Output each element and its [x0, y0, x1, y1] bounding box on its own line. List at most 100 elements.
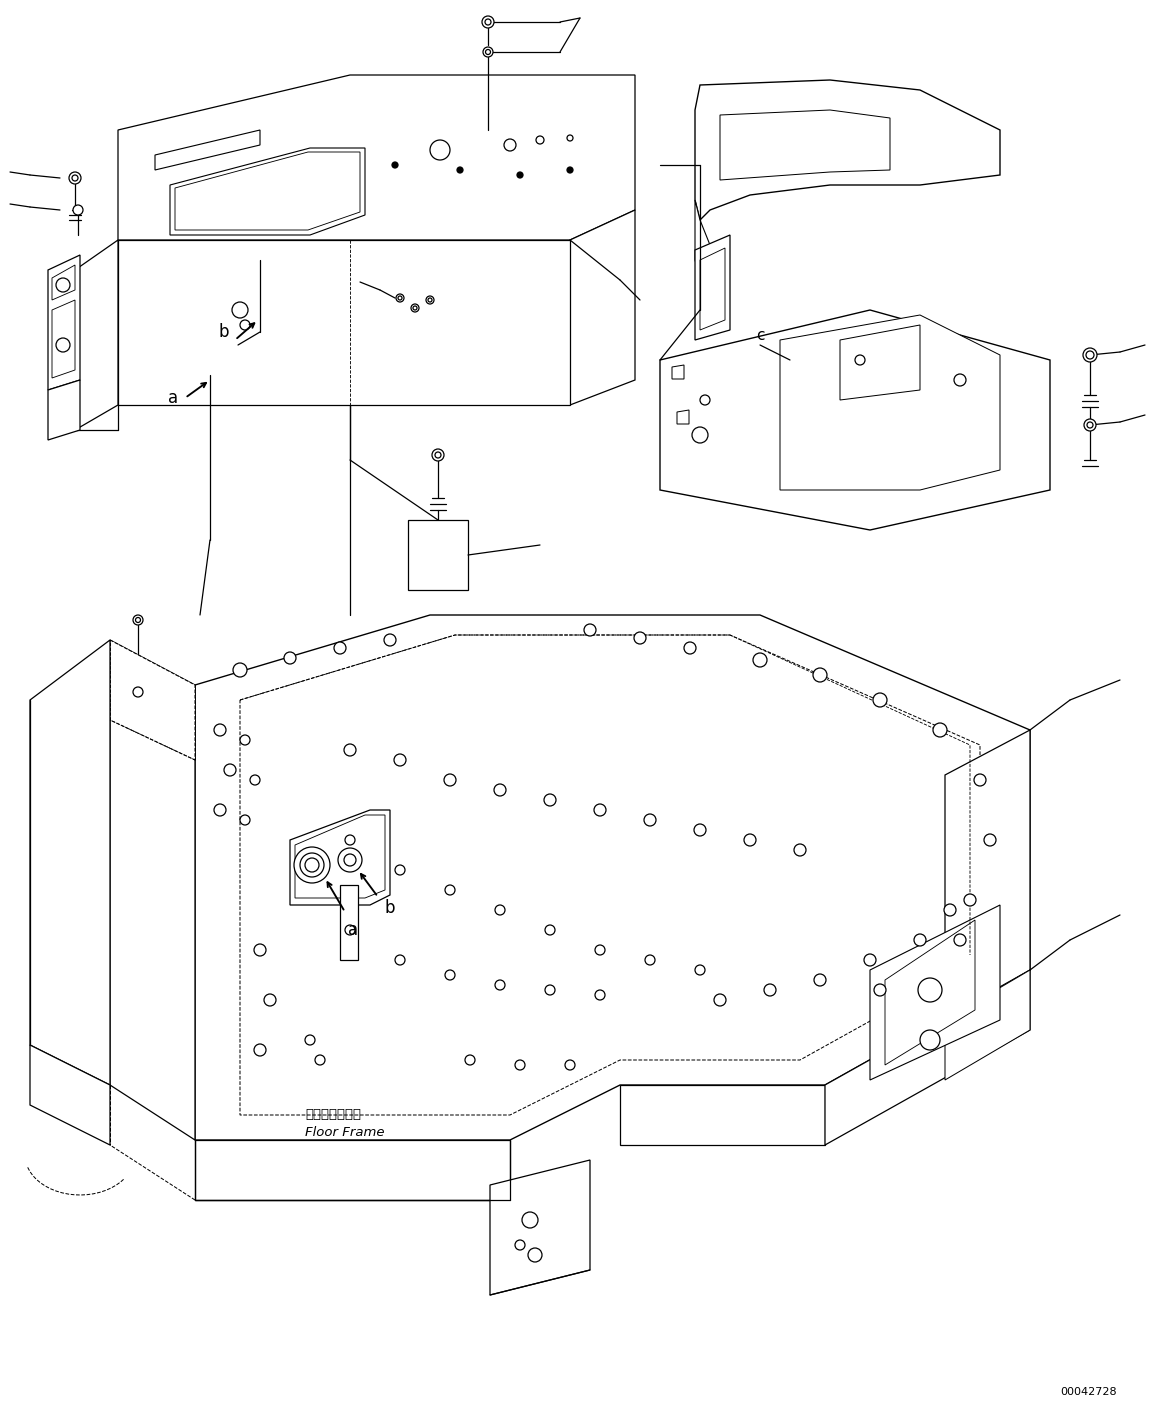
Circle shape: [855, 355, 865, 365]
Circle shape: [954, 373, 966, 386]
Text: Floor Frame: Floor Frame: [305, 1126, 385, 1138]
Text: a: a: [348, 921, 358, 938]
Circle shape: [794, 844, 806, 857]
Circle shape: [264, 993, 276, 1006]
Polygon shape: [95, 675, 165, 730]
Polygon shape: [117, 240, 570, 404]
Circle shape: [305, 858, 319, 872]
Circle shape: [465, 1055, 475, 1065]
Polygon shape: [340, 885, 358, 960]
Polygon shape: [677, 410, 688, 424]
Circle shape: [544, 795, 556, 806]
Circle shape: [485, 49, 491, 55]
Polygon shape: [780, 316, 1000, 490]
Circle shape: [522, 1212, 538, 1229]
Circle shape: [515, 1060, 525, 1069]
Circle shape: [964, 893, 976, 906]
Text: 00042728: 00042728: [1059, 1386, 1116, 1396]
Circle shape: [56, 278, 70, 292]
Circle shape: [494, 783, 506, 796]
Polygon shape: [700, 248, 725, 330]
Circle shape: [426, 296, 434, 304]
Circle shape: [300, 852, 324, 876]
Circle shape: [240, 735, 250, 745]
Circle shape: [813, 668, 827, 682]
Circle shape: [483, 46, 493, 56]
Circle shape: [873, 693, 887, 707]
Circle shape: [634, 633, 645, 644]
Polygon shape: [48, 380, 80, 440]
Polygon shape: [52, 300, 74, 378]
Circle shape: [752, 652, 768, 666]
Circle shape: [645, 955, 655, 965]
Polygon shape: [295, 814, 385, 898]
Circle shape: [933, 723, 947, 737]
Circle shape: [875, 983, 886, 996]
Polygon shape: [408, 520, 468, 590]
Circle shape: [518, 172, 523, 178]
Circle shape: [284, 652, 297, 664]
Circle shape: [920, 1030, 940, 1050]
Circle shape: [864, 954, 876, 967]
Circle shape: [435, 452, 441, 458]
Circle shape: [692, 427, 708, 442]
Circle shape: [214, 805, 226, 816]
Circle shape: [214, 724, 226, 735]
Circle shape: [73, 204, 83, 216]
Circle shape: [56, 338, 70, 352]
Text: c: c: [756, 327, 764, 342]
Circle shape: [345, 836, 355, 845]
Circle shape: [644, 814, 656, 826]
Text: b: b: [217, 323, 228, 341]
Polygon shape: [195, 614, 1030, 1140]
Circle shape: [568, 135, 573, 141]
Circle shape: [392, 162, 398, 168]
Circle shape: [315, 1055, 324, 1065]
Circle shape: [568, 168, 573, 173]
Polygon shape: [110, 640, 195, 1140]
Circle shape: [714, 993, 726, 1006]
Polygon shape: [110, 640, 195, 759]
Circle shape: [1087, 423, 1093, 428]
Circle shape: [595, 991, 605, 1000]
Circle shape: [431, 449, 444, 461]
Circle shape: [515, 1240, 525, 1250]
Circle shape: [485, 18, 491, 25]
Circle shape: [428, 297, 431, 302]
Polygon shape: [620, 1085, 825, 1146]
Circle shape: [305, 1036, 315, 1045]
Polygon shape: [870, 905, 1000, 1081]
Circle shape: [344, 744, 356, 757]
Text: b: b: [385, 899, 395, 917]
Circle shape: [133, 688, 143, 697]
Circle shape: [240, 814, 250, 826]
Circle shape: [457, 168, 463, 173]
Polygon shape: [290, 810, 390, 905]
Circle shape: [814, 974, 826, 986]
Circle shape: [1083, 348, 1097, 362]
Circle shape: [334, 643, 347, 654]
Circle shape: [398, 296, 402, 300]
Circle shape: [445, 969, 455, 981]
Polygon shape: [30, 1045, 110, 1146]
Circle shape: [536, 137, 544, 144]
Circle shape: [684, 643, 695, 654]
Polygon shape: [195, 1140, 511, 1200]
Polygon shape: [695, 80, 1000, 220]
Circle shape: [254, 944, 266, 955]
Circle shape: [584, 624, 595, 635]
Circle shape: [444, 774, 456, 786]
Polygon shape: [490, 1160, 590, 1295]
Circle shape: [1084, 418, 1096, 431]
Circle shape: [254, 1044, 266, 1055]
Circle shape: [250, 775, 261, 785]
Circle shape: [231, 302, 248, 318]
Circle shape: [973, 774, 986, 786]
Circle shape: [595, 945, 605, 955]
Polygon shape: [946, 969, 1030, 1081]
Circle shape: [294, 847, 330, 883]
Polygon shape: [117, 75, 635, 240]
Circle shape: [495, 981, 505, 991]
Circle shape: [545, 985, 555, 995]
Circle shape: [72, 175, 78, 180]
